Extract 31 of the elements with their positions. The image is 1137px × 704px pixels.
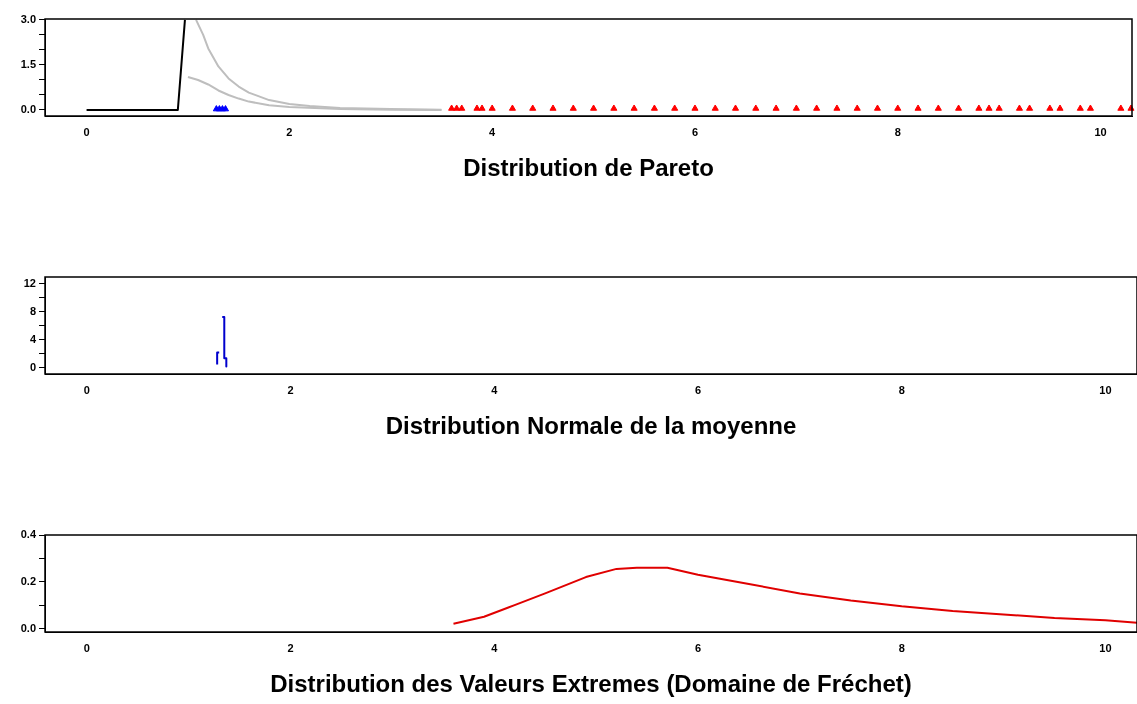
x-tick-label: 8	[898, 383, 905, 396]
x-tick-label: 0	[83, 383, 90, 396]
x-tick-label: 2	[286, 125, 293, 138]
x-tick-label: 0	[83, 125, 90, 138]
x-tick-label: 2	[287, 383, 294, 396]
x-tick-label: 6	[694, 641, 702, 654]
x-tick-label: 4	[491, 383, 499, 396]
y-tick-label: 1.5	[20, 57, 36, 70]
y-tick-label: 4	[29, 333, 37, 346]
x-axis-title: Distribution de Pareto	[463, 154, 714, 182]
x-tick-label: 0	[83, 641, 90, 654]
x-tick-label: 8	[898, 641, 905, 654]
y-tick-label: 8	[29, 305, 36, 318]
y-tick-label: 12	[23, 277, 36, 290]
x-tick-label: 10	[1099, 641, 1112, 654]
x-tick-label: 4	[491, 641, 499, 654]
x-tick-label: 10	[1094, 125, 1107, 138]
x-tick-label: 10	[1099, 383, 1112, 396]
y-tick-label: 0.0	[20, 103, 36, 116]
y-tick-label: 0	[29, 361, 36, 374]
x-tick-label: 2	[287, 641, 294, 654]
x-axis-title: Distribution Normale de la moyenne	[385, 412, 797, 440]
y-tick-label: 0.2	[20, 574, 36, 587]
x-tick-label: 6	[694, 383, 702, 396]
x-tick-label: 6	[691, 125, 699, 138]
x-tick-label: 8	[894, 125, 901, 138]
x-tick-label: 4	[489, 125, 497, 138]
y-tick-label: 0.4	[20, 528, 37, 541]
y-tick-label: 0.0	[20, 621, 36, 634]
y-tick-label: 3.0	[20, 12, 36, 25]
x-axis-title: Distribution des Valeurs Extremes (Domaine de Fréchet)	[270, 670, 912, 698]
